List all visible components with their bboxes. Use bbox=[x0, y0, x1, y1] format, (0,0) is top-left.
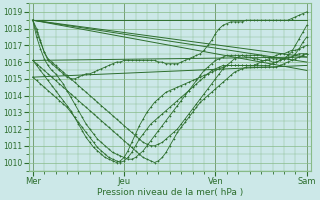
X-axis label: Pression niveau de la mer( hPa ): Pression niveau de la mer( hPa ) bbox=[97, 188, 243, 197]
